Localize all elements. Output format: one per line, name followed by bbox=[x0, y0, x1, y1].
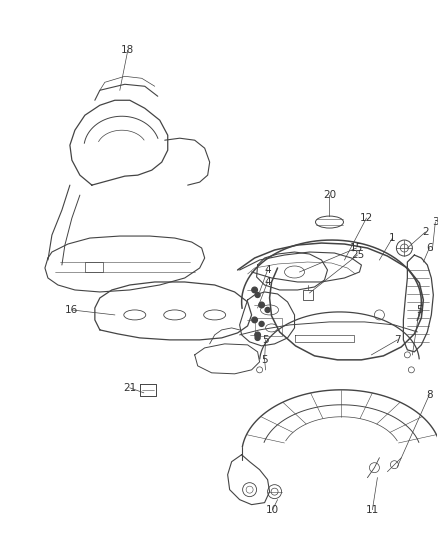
Text: 6: 6 bbox=[426, 243, 433, 253]
Text: 5: 5 bbox=[262, 335, 269, 345]
Text: 12: 12 bbox=[360, 213, 373, 223]
Text: 5: 5 bbox=[416, 305, 423, 315]
Circle shape bbox=[259, 302, 265, 308]
Text: 4: 4 bbox=[264, 277, 271, 287]
Text: 11: 11 bbox=[366, 505, 379, 515]
Circle shape bbox=[255, 293, 260, 297]
Text: 16: 16 bbox=[65, 305, 78, 315]
Circle shape bbox=[252, 287, 258, 293]
Text: 2: 2 bbox=[422, 227, 429, 237]
Bar bbox=[85, 262, 103, 272]
Circle shape bbox=[255, 332, 261, 338]
Text: 25: 25 bbox=[351, 250, 364, 260]
Circle shape bbox=[255, 335, 260, 341]
Text: 18: 18 bbox=[121, 45, 134, 55]
Text: 5: 5 bbox=[261, 355, 268, 365]
Bar bbox=[303, 290, 313, 300]
Text: 7: 7 bbox=[394, 335, 401, 345]
Text: 20: 20 bbox=[323, 190, 336, 200]
Text: 21: 21 bbox=[123, 383, 136, 393]
Text: 8: 8 bbox=[426, 390, 433, 400]
Text: 15: 15 bbox=[350, 243, 363, 253]
Circle shape bbox=[259, 321, 264, 326]
Circle shape bbox=[265, 308, 270, 312]
Text: 3: 3 bbox=[432, 217, 438, 227]
Circle shape bbox=[252, 317, 258, 322]
Text: 10: 10 bbox=[266, 505, 279, 515]
Text: 1: 1 bbox=[389, 233, 396, 243]
Text: 4: 4 bbox=[264, 265, 271, 275]
